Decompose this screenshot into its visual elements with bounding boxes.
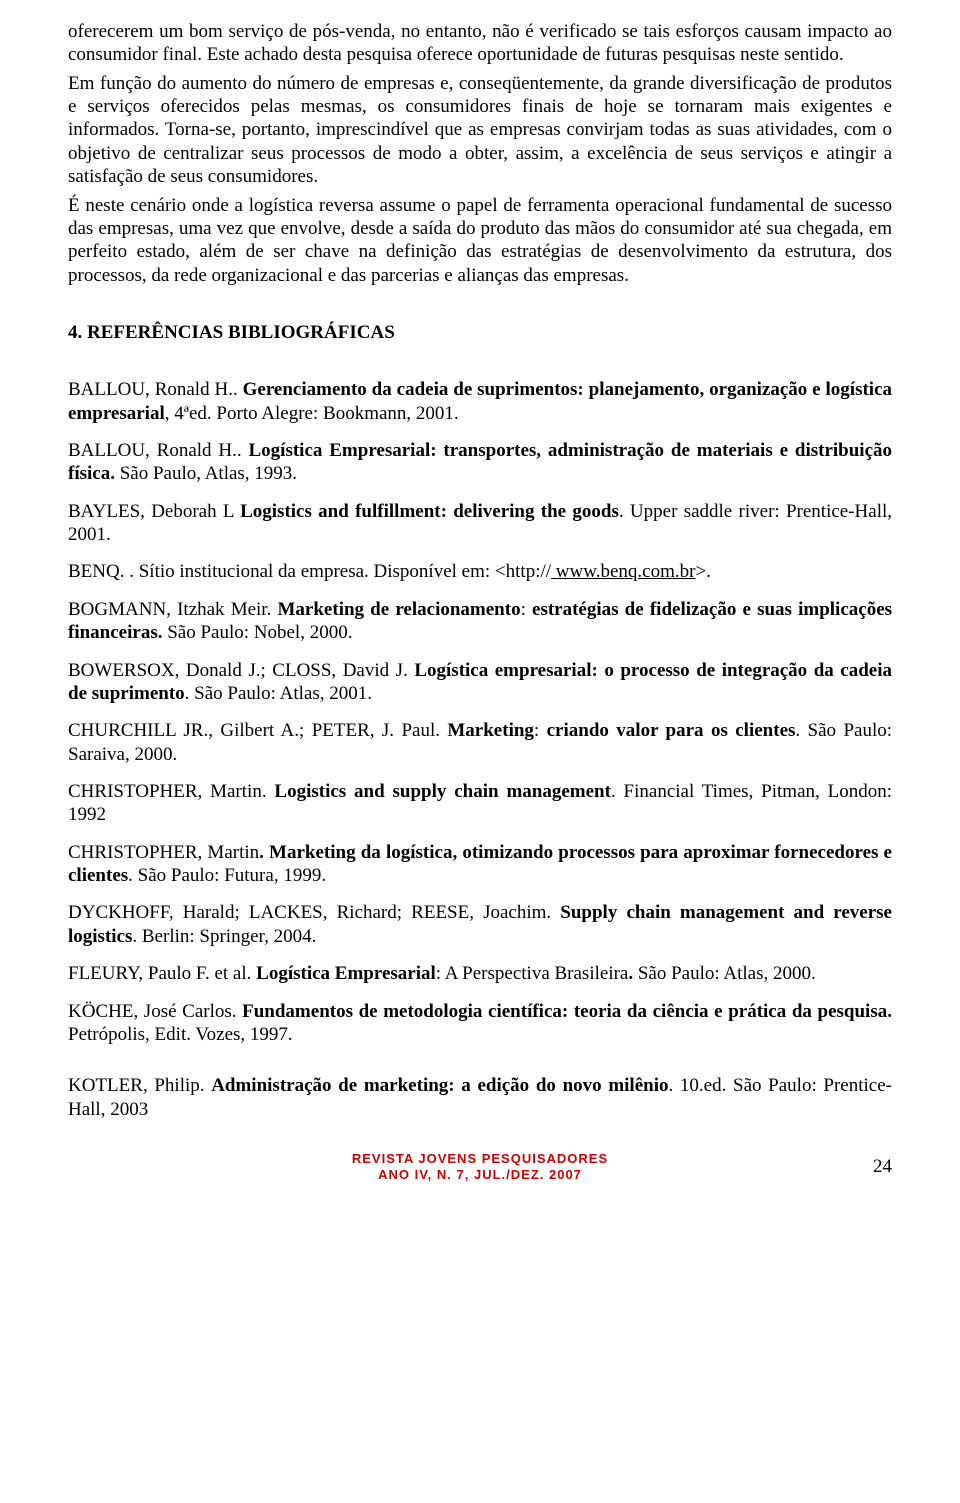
- ref-text: CHRISTOPHER: [68, 842, 198, 863]
- page-footer: REVISTA JOVENS PESQUISADORES ANO IV, N. …: [68, 1151, 892, 1183]
- ref-title: Logística Empresarial: [256, 963, 436, 984]
- reference-entry: CHRISTOPHER, Martin. Logistics and suppl…: [68, 780, 892, 827]
- ref-title: Marketing: [447, 720, 534, 741]
- reference-entry: CHURCHILL JR., Gilbert A.; PETER, J. Pau…: [68, 719, 892, 766]
- ref-text: BENQ. . Sítio institucional da empresa. …: [68, 561, 551, 582]
- ref-text: :: [521, 599, 532, 620]
- reference-entry: BALLOU, Ronald H.. Logística Empresarial…: [68, 439, 892, 486]
- reference-entry: BALLOU, Ronald H.. Gerenciamento da cade…: [68, 378, 892, 425]
- body-paragraph: Em função do aumento do número de empres…: [68, 72, 892, 189]
- ref-text: BALLOU, Ronald H..: [68, 440, 249, 461]
- ref-text: .: [403, 660, 414, 681]
- ref-text: , 4ªed. Porto Alegre: Bookmann, 2001.: [165, 403, 459, 424]
- reference-entry: BAYLES, Deborah L Logistics and fulfillm…: [68, 500, 892, 547]
- ref-text: :: [534, 720, 547, 741]
- ref-text: .; CLOSS, David J: [256, 660, 403, 681]
- ref-title: Marketing de relacionamento: [278, 599, 521, 620]
- footer-issue-info: ANO IV, N. 7, JUL./DEZ. 2007: [68, 1167, 892, 1183]
- ref-title: criando valor para os clientes: [547, 720, 796, 741]
- ref-text: BOGMANN: [68, 599, 166, 620]
- ref-text: BAYLES, Deborah L: [68, 501, 240, 522]
- section-heading-references: 4. REFERÊNCIAS BIBLIOGRÁFICAS: [68, 321, 892, 344]
- reference-entry: CHRISTOPHER, Martin. Marketing da logíst…: [68, 841, 892, 888]
- reference-entry: DYCKHOFF, Harald; LACKES, Richard; REESE…: [68, 901, 892, 948]
- ref-text: . São Paulo: Futura, 1999.: [128, 865, 326, 886]
- ref-title: Administração de marketing: a edição do …: [211, 1075, 668, 1096]
- ref-text: , Itzhak Meir.: [166, 599, 277, 620]
- page-number: 24: [873, 1155, 892, 1178]
- ref-text: . Berlin: Springer, 2004.: [132, 926, 316, 947]
- body-paragraph: oferecerem um bom serviço de pós-venda, …: [68, 20, 892, 67]
- reference-entry: BOGMANN, Itzhak Meir. Marketing de relac…: [68, 598, 892, 645]
- ref-text: São Paulo: Nobel, 2000.: [162, 622, 352, 643]
- reference-entry: BOWERSOX, Donald J.; CLOSS, David J. Log…: [68, 659, 892, 706]
- ref-text: >.: [695, 561, 710, 582]
- ref-text: .: [628, 963, 638, 984]
- ref-text: BOWERSOX, Donald J: [68, 660, 256, 681]
- ref-text: KOTLER: [68, 1075, 143, 1096]
- ref-text: ., Gilbert A.; PETER, J. Paul.: [203, 720, 447, 741]
- ref-title: Logistics and supply chain management: [274, 781, 611, 802]
- ref-link[interactable]: www.benq.com.br: [551, 561, 695, 582]
- ref-text: DYCKHOFF, Harald; LACKES, Richard; REESE…: [68, 902, 560, 923]
- ref-text: KÖCHE, José Carlos.: [68, 1001, 242, 1022]
- footer-journal-title: REVISTA JOVENS PESQUISADORES: [68, 1151, 892, 1167]
- ref-text: , Philip.: [143, 1075, 211, 1096]
- ref-text: Petrópolis, Edit. Vozes, 1997.: [68, 1024, 293, 1045]
- ref-text: , Martin: [198, 842, 260, 863]
- ref-title: Fundamentos de metodologia científica: t…: [242, 1001, 892, 1022]
- body-paragraph: É neste cenário onde a logística reversa…: [68, 194, 892, 287]
- ref-text: São Paulo: Atlas, 2000.: [638, 963, 816, 984]
- reference-entry: FLEURY, Paulo F. et al. Logística Empres…: [68, 962, 892, 985]
- reference-entry: BENQ. . Sítio institucional da empresa. …: [68, 560, 892, 583]
- ref-title: Logistics and fulfillment: delivering th…: [240, 501, 619, 522]
- ref-text: CHRISTOPHER, Martin.: [68, 781, 274, 802]
- ref-text: . São Paulo: Atlas, 2001.: [185, 683, 372, 704]
- ref-text: FLEURY, Paulo F. et al.: [68, 963, 256, 984]
- reference-entry: KÖCHE, José Carlos. Fundamentos de metod…: [68, 1000, 892, 1047]
- ref-text: BALLOU, Ronald H..: [68, 379, 243, 400]
- ref-text: CHURCHILL JR: [68, 720, 203, 741]
- ref-text: São Paulo, Atlas, 1993.: [115, 463, 297, 484]
- reference-entry: KOTLER, Philip. Administração de marketi…: [68, 1074, 892, 1121]
- ref-text: : A Perspectiva Brasileira: [436, 963, 629, 984]
